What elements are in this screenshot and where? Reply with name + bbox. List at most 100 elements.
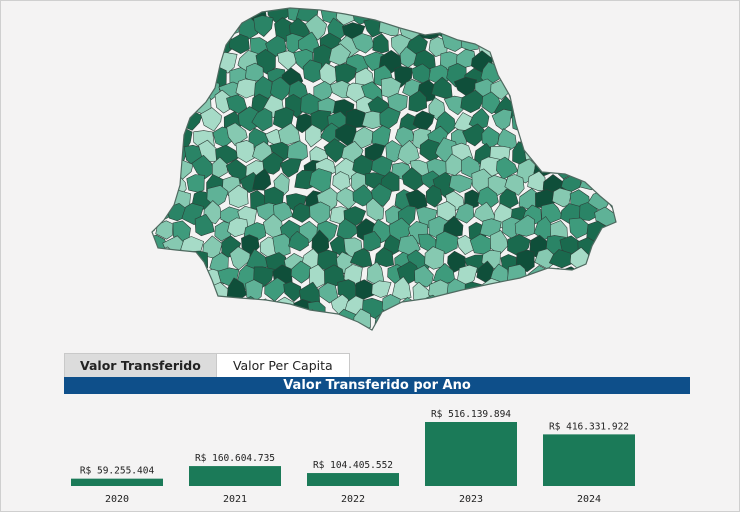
- municipality-cell[interactable]: [223, 328, 242, 340]
- municipality-cell[interactable]: [140, 97, 144, 118]
- municipality-cell[interactable]: [495, 281, 518, 305]
- municipality-cell[interactable]: [328, 328, 350, 341]
- municipality-cell[interactable]: [329, 80, 351, 99]
- municipality-cell[interactable]: [414, 264, 434, 288]
- municipality-cell[interactable]: [541, 137, 561, 161]
- municipality-cell[interactable]: [604, 310, 621, 336]
- municipality-cell[interactable]: [169, 0, 191, 9]
- municipality-cell[interactable]: [366, 0, 388, 13]
- municipality-cell[interactable]: [152, 202, 170, 222]
- municipality-cell[interactable]: [550, 1, 571, 21]
- tab-valor-per-capita[interactable]: Valor Per Capita: [215, 354, 349, 378]
- municipality-cell[interactable]: [140, 8, 145, 29]
- municipality-cell[interactable]: [608, 31, 629, 54]
- municipality-cell[interactable]: [235, 324, 257, 341]
- municipality-cell[interactable]: [623, 66, 630, 89]
- municipality-cell[interactable]: [351, 33, 375, 54]
- municipality-cell[interactable]: [190, 4, 211, 27]
- municipality-cell[interactable]: [629, 0, 630, 5]
- municipality-cell[interactable]: [545, 298, 564, 322]
- municipality-cell[interactable]: [167, 80, 186, 101]
- municipality-cell[interactable]: [156, 63, 178, 82]
- municipality-cell[interactable]: [614, 298, 630, 317]
- municipality-cell[interactable]: [229, 33, 250, 55]
- municipality-cell[interactable]: [190, 31, 212, 57]
- municipality-cell[interactable]: [151, 109, 170, 132]
- municipality-cell[interactable]: [350, 0, 370, 7]
- municipality-cell[interactable]: [595, 322, 620, 340]
- municipality-cell[interactable]: [508, 295, 528, 320]
- municipality-cell[interactable]: [165, 263, 187, 287]
- municipality-cell[interactable]: [140, 152, 159, 178]
- municipality-cell[interactable]: [534, 124, 555, 148]
- municipality-cell[interactable]: [401, 0, 423, 13]
- municipality-cell[interactable]: [183, 0, 206, 11]
- municipality-cell[interactable]: [592, 125, 614, 151]
- municipality-cell[interactable]: [518, 4, 539, 21]
- municipality-cell[interactable]: [592, 313, 613, 337]
- municipality-cell[interactable]: [479, 0, 502, 22]
- municipality-cell[interactable]: [140, 0, 149, 11]
- municipality-cell[interactable]: [189, 281, 209, 306]
- municipality-cell[interactable]: [374, 247, 395, 268]
- municipality-cell[interactable]: [507, 0, 526, 4]
- municipality-cell[interactable]: [459, 0, 477, 6]
- municipality-cell[interactable]: [235, 78, 257, 99]
- municipality-cell[interactable]: [464, 281, 485, 304]
- municipality-cell[interactable]: [581, 47, 605, 67]
- municipality-cell[interactable]: [140, 33, 143, 51]
- municipality-cell[interactable]: [436, 0, 455, 11]
- municipality-cell[interactable]: [140, 309, 159, 331]
- municipality-cell[interactable]: [614, 108, 630, 130]
- municipality-cell[interactable]: [140, 204, 150, 227]
- municipality-cell[interactable]: [533, 91, 554, 113]
- municipality-cell[interactable]: [470, 20, 491, 44]
- municipality-cell[interactable]: [181, 81, 202, 106]
- municipality-cell[interactable]: [198, 0, 220, 5]
- municipality-cell[interactable]: [419, 19, 439, 40]
- municipality-cell[interactable]: [504, 174, 525, 196]
- municipality-cell[interactable]: [202, 329, 222, 340]
- municipality-cell[interactable]: [140, 278, 158, 300]
- municipality-cell[interactable]: [318, 282, 339, 304]
- municipality-cell[interactable]: [587, 158, 608, 183]
- bar-2020[interactable]: [71, 478, 163, 486]
- municipality-cell[interactable]: [452, 13, 473, 38]
- municipality-cell[interactable]: [425, 184, 443, 208]
- municipality-cell[interactable]: [199, 297, 221, 322]
- municipality-cell[interactable]: [554, 129, 576, 153]
- municipality-cell[interactable]: [309, 325, 331, 340]
- municipality-cell[interactable]: [470, 326, 489, 341]
- municipality-cell[interactable]: [608, 126, 630, 147]
- municipality-cell[interactable]: [200, 107, 222, 132]
- municipality-cell[interactable]: [142, 29, 161, 52]
- municipality-cell[interactable]: [140, 234, 154, 256]
- municipality-cell[interactable]: [619, 140, 630, 159]
- municipality-cell[interactable]: [595, 47, 614, 70]
- municipality-cell[interactable]: [587, 277, 605, 302]
- municipality-cell[interactable]: [349, 248, 373, 268]
- municipality-cell[interactable]: [159, 280, 181, 303]
- municipality-cell[interactable]: [498, 313, 519, 332]
- municipality-cell[interactable]: [255, 298, 276, 320]
- municipality-cell[interactable]: [597, 298, 618, 318]
- municipality-cell[interactable]: [190, 66, 213, 91]
- tab-valor-transferido[interactable]: Valor Transferido: [65, 354, 216, 378]
- municipality-cell[interactable]: [286, 309, 307, 332]
- municipality-cell[interactable]: [624, 1, 630, 22]
- municipality-cell[interactable]: [140, 63, 159, 86]
- bar-2023[interactable]: [425, 422, 517, 486]
- municipality-cell[interactable]: [525, 327, 548, 340]
- municipality-cell[interactable]: [619, 173, 630, 192]
- municipality-cell[interactable]: [302, 309, 322, 331]
- municipality-cell[interactable]: [471, 0, 494, 9]
- municipality-cell[interactable]: [418, 326, 438, 341]
- municipality-cell[interactable]: [507, 324, 528, 340]
- municipality-cell[interactable]: [401, 324, 423, 340]
- municipality-cell[interactable]: [608, 248, 628, 267]
- municipality-cell[interactable]: [256, 328, 279, 340]
- municipality-cell[interactable]: [372, 33, 389, 54]
- municipality-cell[interactable]: [388, 7, 411, 25]
- municipality-cell[interactable]: [186, 174, 205, 193]
- municipality-cell[interactable]: [624, 316, 630, 338]
